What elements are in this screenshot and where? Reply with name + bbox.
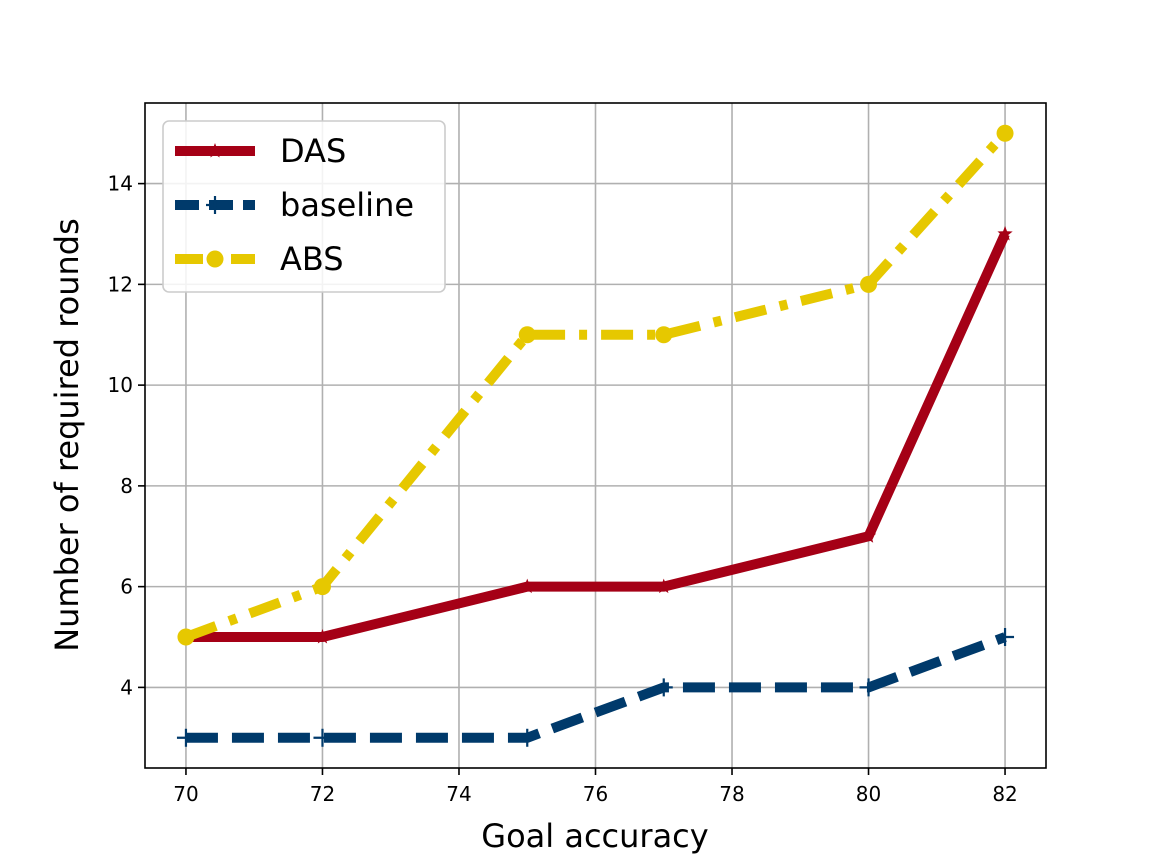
data-point-ABS <box>177 628 195 646</box>
data-point-ABS <box>313 578 331 596</box>
y-tick-label: 12 <box>108 272 133 296</box>
legend-frame <box>162 120 446 293</box>
series-baseline <box>176 628 1015 747</box>
axis-ticks: 70 72 74 76 78 80 82 4 6 8 10 12 14 <box>108 172 1018 806</box>
data-point-baseline <box>176 728 195 747</box>
plot-area-frame <box>144 102 1047 769</box>
y-tick-label: 8 <box>120 474 133 498</box>
legend-label-DAS: DAS <box>280 132 346 170</box>
legend-entry-ABS: ABS <box>175 240 344 278</box>
x-axis-label: Goal accuracy <box>481 817 708 855</box>
series-lines <box>176 124 1015 747</box>
series-line-DAS <box>185 231 1010 643</box>
legend: DAS baseline ABS <box>162 120 446 293</box>
data-point-baseline <box>859 678 878 697</box>
x-tick-label: 76 <box>583 782 608 806</box>
data-point-DAS <box>860 528 877 543</box>
data-point-DAS <box>997 225 1013 241</box>
x-tick-label: 80 <box>856 782 881 806</box>
legend-label-ABS: ABS <box>280 240 344 278</box>
x-tick-label: 70 <box>173 782 198 806</box>
x-tick-label: 72 <box>310 782 335 806</box>
y-tick-label: 10 <box>108 373 133 397</box>
data-point-ABS <box>655 326 673 344</box>
legend-marker-ABS <box>206 250 224 268</box>
y-tick-label: 14 <box>108 172 133 196</box>
series-line-baseline <box>185 632 1007 743</box>
data-point-baseline <box>518 728 537 747</box>
legend-marker-baseline <box>206 196 224 214</box>
series-line-ABS <box>184 129 1009 642</box>
data-point-DAS <box>519 578 535 594</box>
data-point-ABS <box>996 124 1014 142</box>
data-point-baseline <box>996 628 1015 647</box>
data-point-baseline <box>654 678 673 697</box>
legend-entry-baseline: baseline <box>175 186 414 224</box>
data-point-DAS <box>314 629 331 644</box>
data-point-ABS <box>860 275 878 293</box>
data-point-baseline <box>313 728 332 747</box>
legend-marker-DAS <box>207 143 223 158</box>
series-ABS <box>177 124 1014 646</box>
data-point-DAS <box>656 578 672 594</box>
legend-label-baseline: baseline <box>280 186 414 224</box>
x-tick-label: 74 <box>446 782 471 806</box>
y-tick-label: 4 <box>120 675 133 699</box>
x-tick-label: 78 <box>719 782 744 806</box>
data-point-ABS <box>518 326 536 344</box>
x-tick-label: 82 <box>992 782 1017 806</box>
y-tick-label: 6 <box>120 575 133 599</box>
legend-entry-DAS: DAS <box>175 132 346 170</box>
y-axis-label: Number of required rounds <box>48 218 86 652</box>
